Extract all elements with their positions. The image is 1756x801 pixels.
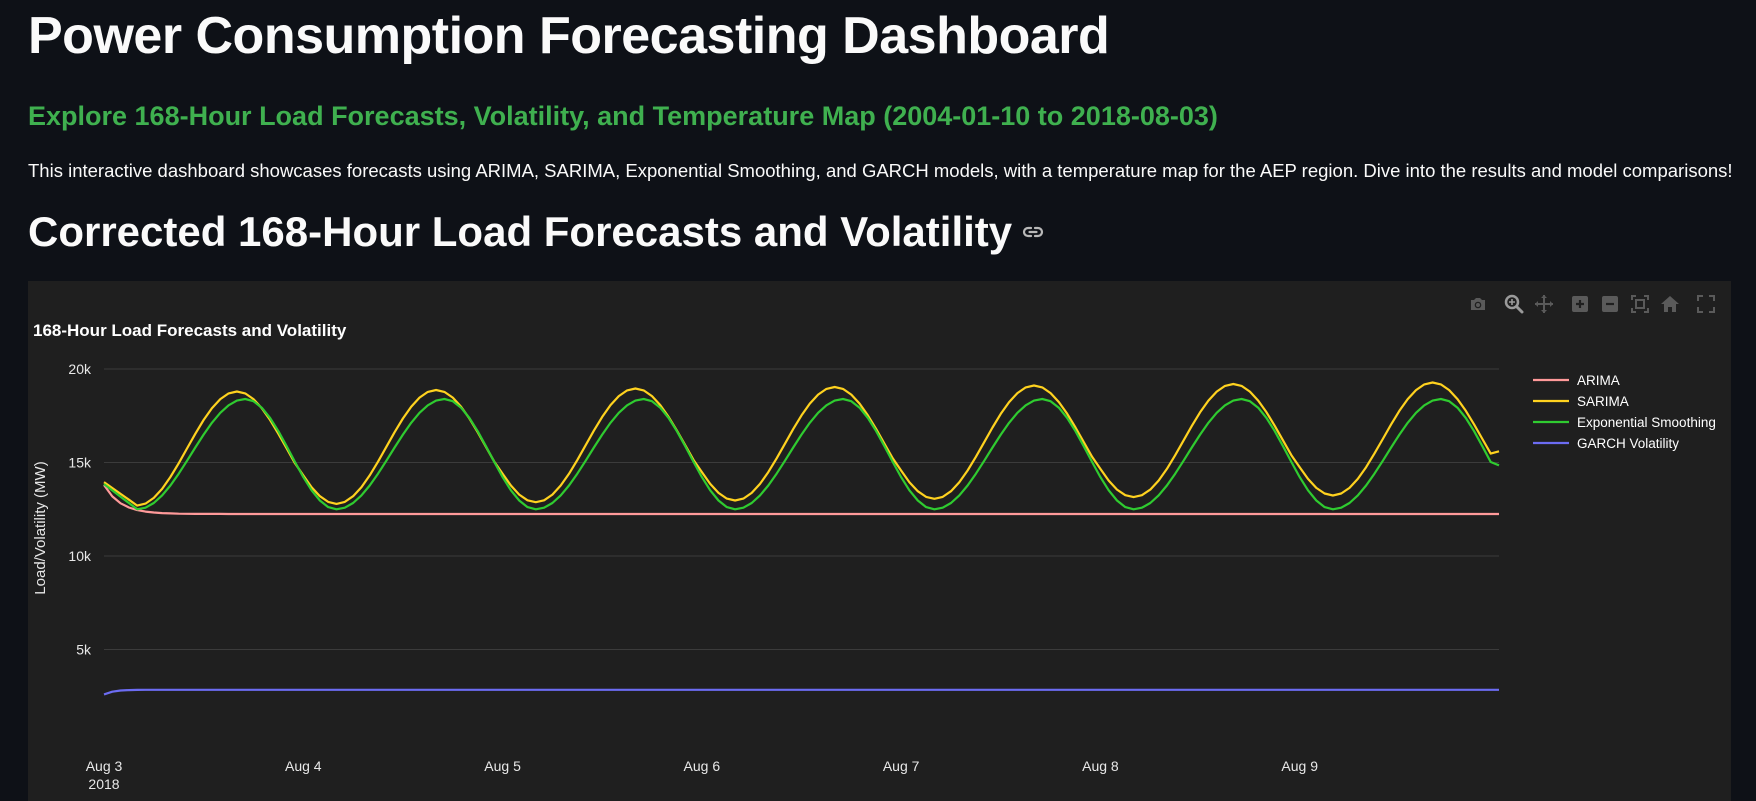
x-tick-label: Aug 3 — [86, 758, 123, 774]
section-title-text: Corrected 168-Hour Load Forecasts and Vo… — [28, 208, 1013, 255]
x-tick-label: Aug 5 — [484, 758, 521, 774]
anchor-link-icon[interactable] — [1022, 225, 1044, 239]
y-tick-label: 5k — [76, 642, 92, 658]
x-year-label: 2018 — [88, 776, 119, 792]
dashboard-subtitle: Explore 168-Hour Load Forecasts, Volatil… — [28, 101, 1218, 131]
x-tick-label: Aug 9 — [1281, 758, 1318, 774]
zoom-in-icon[interactable] — [1569, 293, 1591, 315]
y-tick-label: 20k — [68, 361, 92, 377]
y-axis-label: Load/Volatility (MW) — [32, 461, 49, 594]
chart-container: 168-Hour Load Forecasts and Volatility 5k… — [28, 281, 1731, 801]
y-tick-label: 15k — [68, 455, 92, 471]
section-heading: Corrected 168-Hour Load Forecasts and Vo… — [28, 208, 1044, 256]
series-line-arima — [103, 484, 1499, 516]
x-tick-label: Aug 8 — [1082, 758, 1119, 774]
series-line-exponential-smoothing — [103, 397, 1500, 511]
x-tick-label: Aug 4 — [285, 758, 322, 774]
reset-axes-icon[interactable] — [1659, 293, 1681, 315]
fullscreen-icon[interactable] — [1695, 293, 1717, 315]
legend-label: ARIMA — [1577, 373, 1620, 388]
x-tick-label: Aug 7 — [883, 758, 920, 774]
legend-label: SARIMA — [1577, 394, 1629, 409]
x-tick-label: Aug 6 — [684, 758, 721, 774]
camera-icon[interactable] — [1467, 293, 1489, 315]
zoom-out-icon[interactable] — [1599, 293, 1621, 315]
legend-label: Exponential Smoothing — [1577, 415, 1716, 430]
autoscale-icon[interactable] — [1629, 293, 1651, 315]
series-line-garch-volatility — [103, 688, 1499, 696]
line-chart[interactable]: 168-Hour Load Forecasts and Volatility 5k… — [28, 281, 1731, 801]
legend-label: GARCH Volatility — [1577, 436, 1679, 451]
chart-toolbar — [1467, 293, 1717, 315]
intro-text: This interactive dashboard showcases for… — [28, 160, 1733, 181]
chart-title: 168-Hour Load Forecasts and Volatility — [33, 321, 347, 340]
zoom-icon[interactable] — [1503, 293, 1525, 315]
page-title: Power Consumption Forecasting Dashboard — [28, 7, 1110, 65]
pan-icon[interactable] — [1533, 293, 1555, 315]
series-line-sarima — [103, 381, 1500, 507]
y-tick-label: 10k — [68, 548, 92, 564]
